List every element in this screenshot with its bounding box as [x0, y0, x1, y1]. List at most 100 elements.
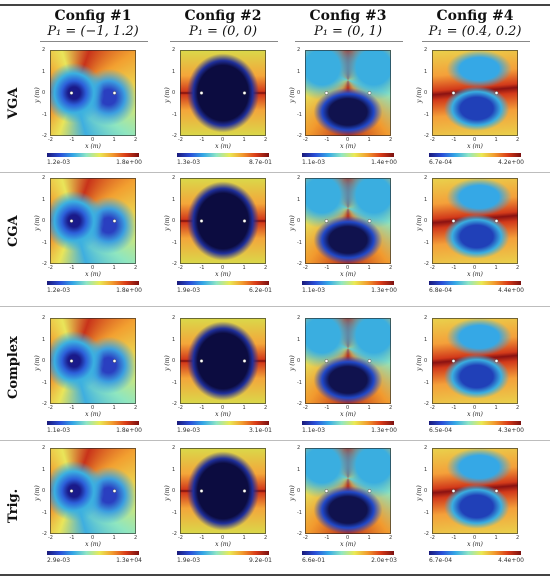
plot-frame [50, 178, 136, 264]
y-tick-label: -1 [297, 239, 302, 246]
y-tick-label: -2 [297, 261, 302, 267]
heatmap-overlay [305, 448, 391, 534]
colorbar-min-label: 1.1e-03 [302, 287, 326, 294]
x-tick-label: -2 [303, 535, 308, 541]
y-tick-label: -1 [297, 509, 302, 516]
x-tick-label: 2 [389, 137, 393, 143]
x-tick-label: 0 [346, 265, 350, 271]
colorbar-max-label: 1.3e+00 [371, 427, 397, 434]
y-axis-label: y (m) [416, 485, 423, 501]
colorbar [429, 153, 521, 157]
y-tick-label: 2 [424, 47, 428, 53]
row-separator [0, 172, 550, 173]
x-axis-label: x (m) [215, 541, 231, 548]
y-tick-label: -1 [297, 111, 302, 118]
x-tick-label: 1 [494, 137, 498, 143]
x-axis-label: x (m) [467, 411, 483, 418]
colorbar-max-label: 4.4e+00 [498, 287, 524, 294]
anchor-point [367, 359, 372, 363]
y-tick-label: 1 [297, 466, 301, 473]
anchor-point [242, 489, 247, 493]
x-tick-label: -2 [178, 405, 183, 411]
y-tick-label: 1 [172, 196, 176, 203]
y-tick-label: 1 [297, 336, 301, 343]
column-header: Config #4 P₁ = (0.4, 0.2) [415, 8, 535, 40]
y-tick-label: 2 [424, 175, 428, 181]
x-tick-label: 2 [389, 405, 393, 411]
row-label: VGA [6, 87, 21, 119]
heatmap-field [50, 448, 136, 534]
y-axis-label: y (m) [164, 485, 171, 501]
y-tick-label: 2 [297, 445, 301, 451]
y-axis-label: y (m) [34, 215, 41, 231]
colorbar-max-label: 6.2e-01 [248, 287, 272, 294]
plot-frame [432, 318, 518, 404]
x-tick-label: -1 [199, 137, 205, 143]
colorbar-max-label: 4.3e+00 [498, 427, 524, 434]
heatmap-overlay [432, 318, 518, 404]
plot-frame [180, 178, 266, 264]
y-axis-label: y (m) [164, 215, 171, 231]
x-tick-label: 2 [389, 265, 393, 271]
anchor-point [494, 359, 499, 363]
heatmap-panel: -2 -1 0 1 2 -2 -1 0 1 2 x (m) y (m) 1.1e-03 1.4e+00 [289, 47, 397, 170]
y-tick-label: 0 [424, 358, 428, 364]
x-tick-label: 2 [516, 137, 520, 143]
x-tick-label: 2 [134, 137, 138, 143]
x-tick-label: -2 [48, 137, 53, 143]
heatmap-panel: -2 -1 0 1 2 -2 -1 0 1 2 x (m) y (m) 6.7e-04 4.4e+00 [416, 445, 524, 568]
heatmap-panel: -2 -1 0 1 2 -2 -1 0 1 2 x (m) y (m) 1.1e-03 1.3e+00 [289, 175, 397, 298]
anchor-point [69, 489, 74, 493]
y-tick-label: 1 [172, 68, 176, 75]
heatmap-field [305, 178, 391, 264]
x-tick-label: 2 [516, 405, 520, 411]
plot-frame [50, 318, 136, 404]
x-tick-label: -2 [430, 265, 435, 271]
heatmap-field [180, 448, 266, 534]
x-tick-label: 1 [112, 405, 116, 411]
x-tick-label: -2 [178, 137, 183, 143]
column-underline [40, 41, 148, 42]
y-tick-label: -2 [42, 531, 47, 537]
y-tick-label: 2 [172, 47, 176, 53]
x-tick-label: -1 [451, 535, 457, 541]
x-tick-label: 2 [134, 405, 138, 411]
anchor-point [324, 91, 329, 95]
x-tick-label: 1 [242, 535, 246, 541]
heatmap-overlay [50, 448, 136, 534]
x-axis-label: x (m) [85, 271, 101, 278]
anchor-point [199, 219, 204, 223]
colorbar-max-label: 1.8e+00 [116, 427, 142, 434]
y-tick-label: 1 [424, 68, 428, 75]
x-tick-label: 1 [494, 405, 498, 411]
colorbar-min-label: 1.1e-03 [302, 427, 326, 434]
anchor-point [112, 359, 117, 363]
heatmap-panel: -2 -1 0 1 2 -2 -1 0 1 2 x (m) y (m) 1.2e-03 1.8e+00 [34, 175, 142, 298]
y-tick-label: -2 [424, 261, 429, 267]
y-tick-label: 2 [297, 47, 301, 53]
x-tick-label: 2 [134, 265, 138, 271]
anchor-point [494, 489, 499, 493]
y-tick-label: -2 [424, 133, 429, 139]
y-axis-label: y (m) [416, 87, 423, 103]
y-tick-label: -2 [42, 261, 47, 267]
x-tick-label: 2 [516, 265, 520, 271]
x-tick-label: 0 [473, 535, 477, 541]
heatmap-panel: -2 -1 0 1 2 -2 -1 0 1 2 x (m) y (m) 6.5e-04 4.3e+00 [416, 315, 524, 438]
heatmap-panel: -2 -1 0 1 2 -2 -1 0 1 2 x (m) y (m) 6.7e-04 4.2e+00 [416, 47, 524, 170]
heatmap-overlay [50, 318, 136, 404]
colorbar-min-label: 1.9e-03 [177, 287, 201, 294]
x-axis-label: x (m) [340, 541, 356, 548]
y-tick-label: 1 [172, 466, 176, 473]
heatmap-overlay [305, 178, 391, 264]
x-tick-label: -2 [178, 265, 183, 271]
colorbar [47, 153, 139, 157]
column-parameter: P₁ = (0.4, 0.2) [428, 24, 522, 39]
x-tick-label: -2 [303, 405, 308, 411]
y-tick-label: -2 [297, 133, 302, 139]
x-tick-label: 0 [221, 265, 225, 271]
column-parameter: P₁ = (0, 1) [313, 24, 383, 39]
colorbar-max-label: 3.1e-01 [248, 427, 272, 434]
x-tick-label: -1 [69, 405, 75, 411]
y-axis-label: y (m) [34, 355, 41, 371]
